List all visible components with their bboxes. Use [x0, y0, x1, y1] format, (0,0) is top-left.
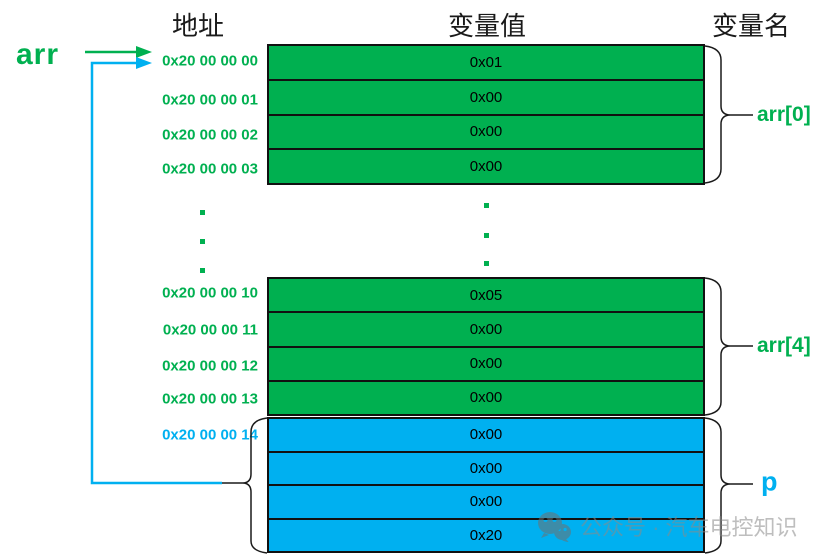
variable-label-arr0: arr[0]	[757, 103, 811, 126]
variable-label-p: p	[761, 466, 778, 497]
ellipsis-dot	[484, 261, 489, 266]
ellipsis-dot	[200, 268, 205, 273]
ellipsis-dot	[200, 239, 205, 244]
column-header-address: 地址	[172, 12, 225, 41]
memory-cell: 0x00	[269, 313, 703, 348]
ellipsis-dot	[200, 210, 205, 215]
memory-cell-value: 0x01	[469, 53, 503, 71]
memory-cell: 0x01	[269, 46, 703, 81]
memory-cell-value: 0x20	[469, 526, 503, 544]
brace-arr0	[704, 45, 730, 184]
memory-group-arr4: 0x05 0x00 0x00 0x00	[267, 277, 705, 416]
memory-cell-value: 0x00	[469, 123, 503, 141]
memory-cell: 0x00	[269, 150, 703, 183]
memory-cell-value: 0x00	[469, 459, 503, 477]
memory-group-p: 0x00 0x00 0x00 0x20	[267, 417, 705, 553]
memory-cell: 0x00	[269, 348, 703, 382]
memory-cell: 0x05	[269, 279, 703, 314]
address-label: 0x20 00 00 00	[162, 52, 258, 70]
memory-cell: 0x00	[269, 382, 703, 414]
variable-label-arr4: arr[4]	[757, 334, 811, 357]
arr-pointer-label: arr	[16, 38, 60, 71]
address-label: 0x20 00 00 03	[162, 160, 258, 178]
address-label: 0x20 00 00 14	[162, 426, 258, 444]
memory-cell-value: 0x00	[469, 320, 503, 338]
address-label: 0x20 00 00 02	[162, 126, 258, 144]
address-label: 0x20 00 00 10	[162, 284, 258, 302]
memory-cell: 0x00	[269, 419, 703, 453]
watermark-text: 公众号 · 汽车电控知识	[580, 515, 798, 540]
memory-cell-value: 0x00	[469, 493, 503, 511]
memory-cell: 0x00	[269, 486, 703, 520]
column-header-value: 变量值	[448, 12, 527, 41]
memory-cell: 0x20	[269, 520, 703, 552]
memory-cell-value: 0x00	[469, 355, 503, 373]
address-label: 0x20 00 00 13	[162, 390, 258, 408]
memory-cell: 0x00	[269, 453, 703, 486]
brace-arr4	[704, 277, 730, 416]
address-label: 0x20 00 00 11	[162, 321, 258, 339]
address-label: 0x20 00 00 12	[162, 357, 258, 375]
watermark: 公众号 · 汽车电控知识	[536, 510, 798, 542]
memory-cell-value: 0x05	[469, 286, 503, 304]
memory-group-arr0: 0x01 0x00 0x00 0x00	[267, 44, 705, 185]
memory-cell-value: 0x00	[469, 158, 503, 176]
memory-cell: 0x00	[269, 116, 703, 151]
ellipsis-dot	[484, 233, 489, 238]
column-header-name: 变量名	[712, 12, 791, 41]
ellipsis-dot	[484, 203, 489, 208]
address-label: 0x20 00 00 01	[162, 91, 258, 109]
memory-cell-value: 0x00	[469, 88, 503, 106]
memory-cell: 0x00	[269, 81, 703, 116]
memory-cell-value: 0x00	[469, 426, 503, 444]
memory-cell-value: 0x00	[469, 389, 503, 407]
wechat-icon	[538, 512, 571, 542]
